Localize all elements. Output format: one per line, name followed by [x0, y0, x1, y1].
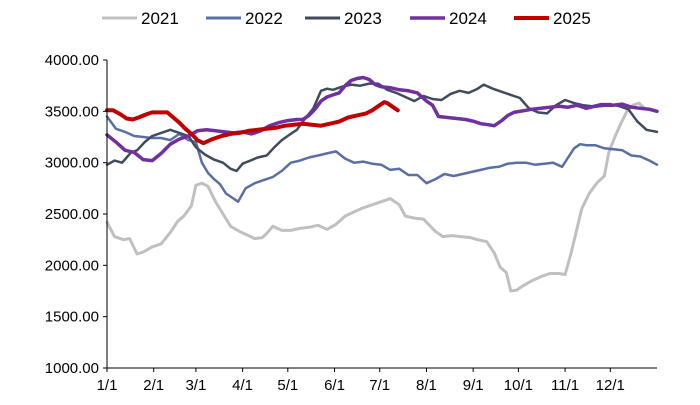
x-tick-label: 5/1	[277, 377, 298, 394]
x-tick-label: 11/1	[551, 377, 579, 394]
y-tick-label: 2000.00	[45, 257, 99, 274]
x-tick-label: 10/1	[504, 377, 533, 394]
series-line-2025	[105, 100, 400, 146]
x-tick-label: 9/1	[463, 377, 484, 394]
legend-label: 2024	[449, 9, 487, 28]
legend-item-2024: 2024	[410, 9, 487, 28]
x-tick-label: 3/1	[185, 377, 206, 394]
x-tick-label: 1/1	[97, 377, 118, 394]
y-tick-label: 3500.00	[45, 103, 99, 120]
series-lines	[105, 75, 659, 293]
x-tick-label: 8/1	[416, 377, 437, 394]
x-tick-label: 12/1	[596, 377, 625, 394]
series-line-2022	[105, 115, 659, 203]
x-tick-label: 4/1	[232, 377, 253, 394]
legend-item-2022: 2022	[206, 9, 283, 28]
legend-label: 2025	[553, 9, 591, 28]
y-tick-label: 1000.00	[45, 360, 99, 377]
legend-label: 2023	[344, 9, 382, 28]
y-tick-label: 2500.00	[45, 206, 99, 223]
legend: 2021 2022 2023 2024 2025	[102, 9, 591, 28]
y-tick-label: 3000.00	[45, 155, 99, 172]
axes: 1000.00 1500.00 2000.00 2500.00 3000.00 3500.…	[45, 52, 657, 394]
x-tick-label: 2/1	[143, 377, 164, 394]
x-tick-label: 6/1	[324, 377, 345, 394]
x-tick-label: 7/1	[369, 377, 390, 394]
legend-label: 2022	[245, 9, 283, 28]
y-tick-label: 1500.00	[45, 309, 99, 326]
series-line-2023	[105, 82, 659, 173]
legend-label: 2021	[141, 9, 179, 28]
y-tick-label: 4000.00	[45, 52, 99, 69]
series-line-2021	[105, 101, 645, 293]
legend-item-2025: 2025	[514, 9, 591, 28]
series-line-2024	[105, 75, 659, 163]
legend-item-2021: 2021	[102, 9, 179, 28]
legend-item-2023: 2023	[305, 9, 382, 28]
